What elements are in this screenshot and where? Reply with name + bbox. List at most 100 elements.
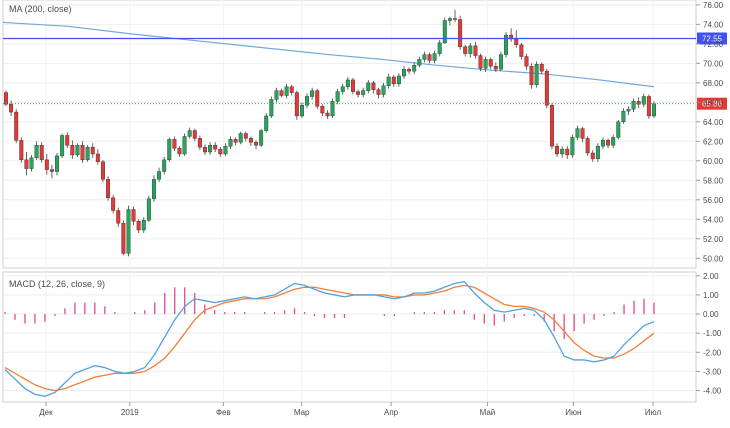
candle-up xyxy=(167,139,172,161)
price-tick-label: 62.00 xyxy=(703,137,724,146)
candle-up xyxy=(330,101,335,117)
candle-down xyxy=(294,92,299,117)
candle-up xyxy=(223,145,228,155)
time-tick-label: Июн xyxy=(565,408,581,417)
candle-up xyxy=(141,220,146,231)
candle-up xyxy=(269,99,274,117)
candle-down xyxy=(407,68,412,72)
price-tick-label: 54.00 xyxy=(703,215,724,224)
time-tick-label: Апр xyxy=(384,408,399,417)
candle-up xyxy=(498,54,503,70)
price-tick-label: 72.00 xyxy=(703,40,724,49)
candle-up xyxy=(34,145,39,159)
candle-up xyxy=(29,157,34,169)
candle-down xyxy=(544,70,549,106)
candle-down xyxy=(172,139,177,149)
candle-up xyxy=(402,68,406,77)
price-tick-label: 74.00 xyxy=(703,20,724,29)
candle-down xyxy=(131,209,136,222)
price-tick-label: 64.00 xyxy=(703,118,724,127)
candle-down xyxy=(473,45,478,56)
candle-down xyxy=(192,130,197,139)
candle-down xyxy=(320,106,325,114)
candle-up xyxy=(611,137,616,146)
macd-tick-label: -2.00 xyxy=(703,348,722,357)
candle-down xyxy=(70,145,75,156)
candle-up xyxy=(412,65,417,72)
candle-down xyxy=(356,91,361,95)
macd-pane xyxy=(2,271,697,403)
candle-down xyxy=(80,145,85,161)
candle-up xyxy=(264,115,269,131)
candle-down xyxy=(590,152,595,160)
candle-down xyxy=(636,101,641,105)
candle-up xyxy=(652,103,656,117)
candle-up xyxy=(162,159,167,172)
candle-up xyxy=(396,75,401,85)
macd-line xyxy=(4,280,655,397)
candle-down xyxy=(529,66,534,85)
candle-up xyxy=(570,137,575,156)
candle-up xyxy=(146,198,151,221)
price-tick-label: 52.00 xyxy=(703,235,724,244)
candle-up xyxy=(601,140,605,147)
macd-tick-label: 1.00 xyxy=(703,291,719,300)
candle-up xyxy=(432,53,437,61)
candle-down xyxy=(606,140,611,146)
candle-down xyxy=(524,56,529,67)
candle-down xyxy=(121,222,126,254)
price-tick-label: 66.00 xyxy=(703,98,724,107)
candle-down xyxy=(136,221,141,231)
candle-down xyxy=(254,142,258,146)
candle-up xyxy=(187,130,192,137)
candle-down xyxy=(549,105,554,147)
candle-down xyxy=(453,18,457,20)
candle-down xyxy=(39,145,44,161)
price-tick-label: 60.00 xyxy=(703,157,724,166)
candle-up xyxy=(386,76,391,86)
price-tick-label: 76.00 xyxy=(703,1,724,10)
candle-down xyxy=(95,153,100,162)
candle-up xyxy=(274,90,279,100)
candle-up xyxy=(483,59,488,69)
candle-down xyxy=(376,89,381,95)
candle-down xyxy=(565,148,570,156)
price-tick-label: 50.00 xyxy=(703,254,724,263)
candle-down xyxy=(14,111,19,141)
candle-up xyxy=(157,171,162,180)
candlestick-series xyxy=(4,9,656,257)
candle-up xyxy=(616,121,621,138)
candle-down xyxy=(233,139,238,143)
candle-down xyxy=(44,159,49,170)
candle-down xyxy=(519,44,524,57)
price-levels: 72.55 65.86 xyxy=(3,32,727,110)
candle-up xyxy=(437,42,442,54)
candle-up xyxy=(422,54,427,60)
candle-down xyxy=(111,197,116,211)
candle-down xyxy=(279,90,284,96)
candle-up xyxy=(238,133,243,143)
candle-down xyxy=(427,54,432,61)
candle-down xyxy=(539,64,544,72)
candle-down xyxy=(248,138,253,143)
candle-down xyxy=(4,92,8,105)
macd-tick-label: 2.00 xyxy=(703,272,719,281)
last-price-tag xyxy=(697,97,727,110)
level-price-label: 72.55 xyxy=(702,34,723,43)
candle-up xyxy=(75,145,80,156)
candle-down xyxy=(289,86,294,93)
macd-tick-label: -4.00 xyxy=(703,387,722,396)
candle-down xyxy=(463,46,468,54)
candle-up xyxy=(151,179,156,200)
candle-up xyxy=(284,86,289,96)
candle-up xyxy=(366,82,371,91)
candle-up xyxy=(55,155,59,172)
macd-signal-line xyxy=(4,284,655,392)
price-pane xyxy=(2,0,697,269)
candle-up xyxy=(60,135,65,157)
moving-average-line xyxy=(2,21,655,88)
ma-200-line xyxy=(2,21,655,88)
time-tick-label: Мар xyxy=(294,408,310,417)
candle-down xyxy=(24,159,29,169)
